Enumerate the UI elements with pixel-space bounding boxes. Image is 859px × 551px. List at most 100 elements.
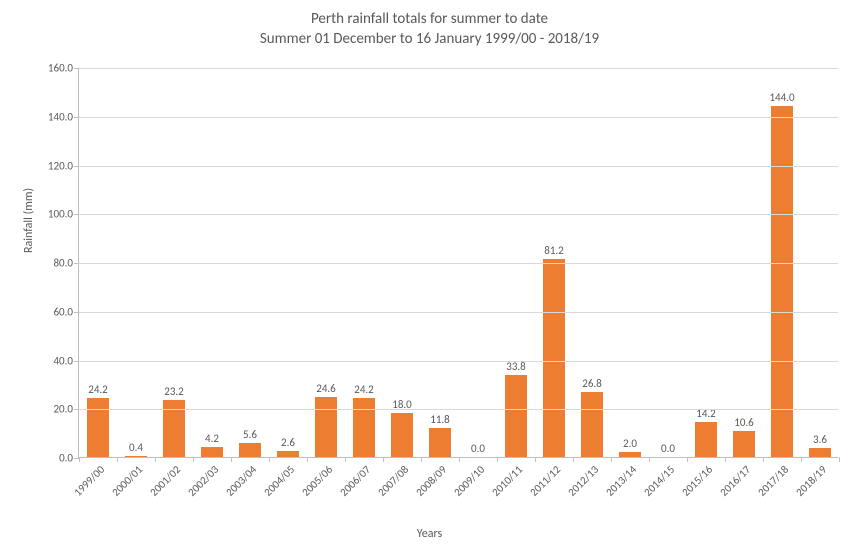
x-tick-mark	[839, 457, 840, 462]
gridline	[79, 214, 838, 215]
x-tick-mark	[193, 457, 194, 462]
y-tick-label: 80.0	[53, 257, 79, 270]
x-tick-mark	[345, 457, 346, 462]
bar	[391, 413, 413, 457]
bar-value-label: 0.4	[129, 441, 143, 454]
x-tick-mark	[269, 457, 270, 462]
bar	[733, 431, 755, 457]
bar	[353, 398, 375, 457]
bar-value-label: 23.2	[164, 385, 184, 398]
x-tick-label: 2013/14	[603, 463, 639, 499]
rainfall-bar-chart: Perth rainfall totals for summer to date…	[0, 0, 859, 551]
x-tick-label: 2004/05	[261, 463, 297, 499]
bar	[277, 451, 299, 457]
x-tick-mark	[535, 457, 536, 462]
chart-title-line1: Perth rainfall totals for summer to date	[311, 10, 548, 28]
bar-value-label: 144.0	[769, 91, 794, 104]
x-tick-label: 2015/16	[679, 463, 715, 499]
y-tick-label: 20.0	[53, 403, 79, 416]
y-tick-label: 120.0	[48, 159, 79, 172]
bar-value-label: 0.0	[471, 442, 485, 455]
x-tick-label: 1999/00	[71, 463, 107, 499]
bar	[543, 259, 565, 457]
x-tick-label: 2005/06	[299, 463, 335, 499]
y-tick-label: 100.0	[48, 208, 79, 221]
bar-value-label: 11.8	[430, 413, 450, 426]
x-tick-mark	[763, 457, 764, 462]
plot-area: 24.21999/000.42000/0123.22001/024.22002/…	[78, 68, 838, 458]
x-tick-mark	[383, 457, 384, 462]
bar	[429, 428, 451, 457]
bar-value-label: 4.2	[205, 432, 219, 445]
gridline	[79, 361, 838, 362]
bar	[239, 443, 261, 457]
x-tick-mark	[459, 457, 460, 462]
bar-value-label: 81.2	[544, 244, 564, 257]
bar	[125, 456, 147, 457]
y-tick-label: 60.0	[53, 305, 79, 318]
gridline	[79, 68, 838, 69]
x-tick-label: 2016/17	[717, 463, 753, 499]
x-tick-mark	[573, 457, 574, 462]
y-tick-label: 160.0	[48, 62, 79, 75]
bar	[87, 398, 109, 457]
x-tick-mark	[649, 457, 650, 462]
bar-value-label: 2.6	[281, 436, 295, 449]
x-tick-mark	[611, 457, 612, 462]
bar-value-label: 0.0	[661, 442, 675, 455]
x-tick-label: 2007/08	[375, 463, 411, 499]
gridline	[79, 166, 838, 167]
x-tick-label: 2003/04	[223, 463, 259, 499]
x-tick-label: 2010/11	[489, 463, 525, 499]
bar	[695, 422, 717, 457]
bar-value-label: 33.8	[506, 360, 526, 373]
x-tick-label: 2018/19	[793, 463, 829, 499]
bar	[505, 375, 527, 457]
x-tick-mark	[801, 457, 802, 462]
gridline	[79, 117, 838, 118]
x-tick-label: 2011/12	[527, 463, 563, 499]
bar-value-label: 24.2	[88, 383, 108, 396]
y-tick-label: 0.0	[59, 452, 79, 465]
x-tick-mark	[307, 457, 308, 462]
x-tick-label: 2017/18	[755, 463, 791, 499]
chart-title: Perth rainfall totals for summer to date…	[0, 0, 859, 49]
x-tick-mark	[117, 457, 118, 462]
y-tick-label: 140.0	[48, 110, 79, 123]
gridline	[79, 263, 838, 264]
x-tick-label: 2006/07	[337, 463, 373, 499]
bar-value-label: 10.6	[734, 416, 754, 429]
x-tick-label: 2002/03	[185, 463, 221, 499]
bar	[201, 447, 223, 457]
bar	[771, 106, 793, 457]
gridline	[79, 312, 838, 313]
x-axis-title: Years	[0, 527, 859, 541]
y-axis-title: Rainfall (mm)	[22, 188, 36, 253]
x-tick-mark	[231, 457, 232, 462]
x-tick-label: 2009/10	[451, 463, 487, 499]
gridline	[79, 409, 838, 410]
bar	[619, 452, 641, 457]
bar	[581, 392, 603, 457]
y-tick-label: 40.0	[53, 354, 79, 367]
bar	[809, 448, 831, 457]
x-tick-mark	[79, 457, 80, 462]
bar-value-label: 3.6	[813, 433, 827, 446]
x-tick-mark	[497, 457, 498, 462]
bar-value-label: 5.6	[243, 428, 257, 441]
x-tick-label: 2001/02	[147, 463, 183, 499]
bar-value-label: 24.2	[354, 383, 374, 396]
x-tick-mark	[687, 457, 688, 462]
x-tick-mark	[155, 457, 156, 462]
x-tick-mark	[421, 457, 422, 462]
bar	[315, 397, 337, 457]
bar-value-label: 2.0	[623, 437, 637, 450]
x-tick-label: 2008/09	[413, 463, 449, 499]
chart-title-line2: Summer 01 December to 16 January 1999/00…	[260, 30, 599, 48]
x-tick-mark	[725, 457, 726, 462]
bar-value-label: 24.6	[316, 382, 336, 395]
x-tick-label: 2014/15	[641, 463, 677, 499]
x-tick-label: 2012/13	[565, 463, 601, 499]
bar-value-label: 26.8	[582, 377, 602, 390]
x-tick-label: 2000/01	[109, 463, 145, 499]
